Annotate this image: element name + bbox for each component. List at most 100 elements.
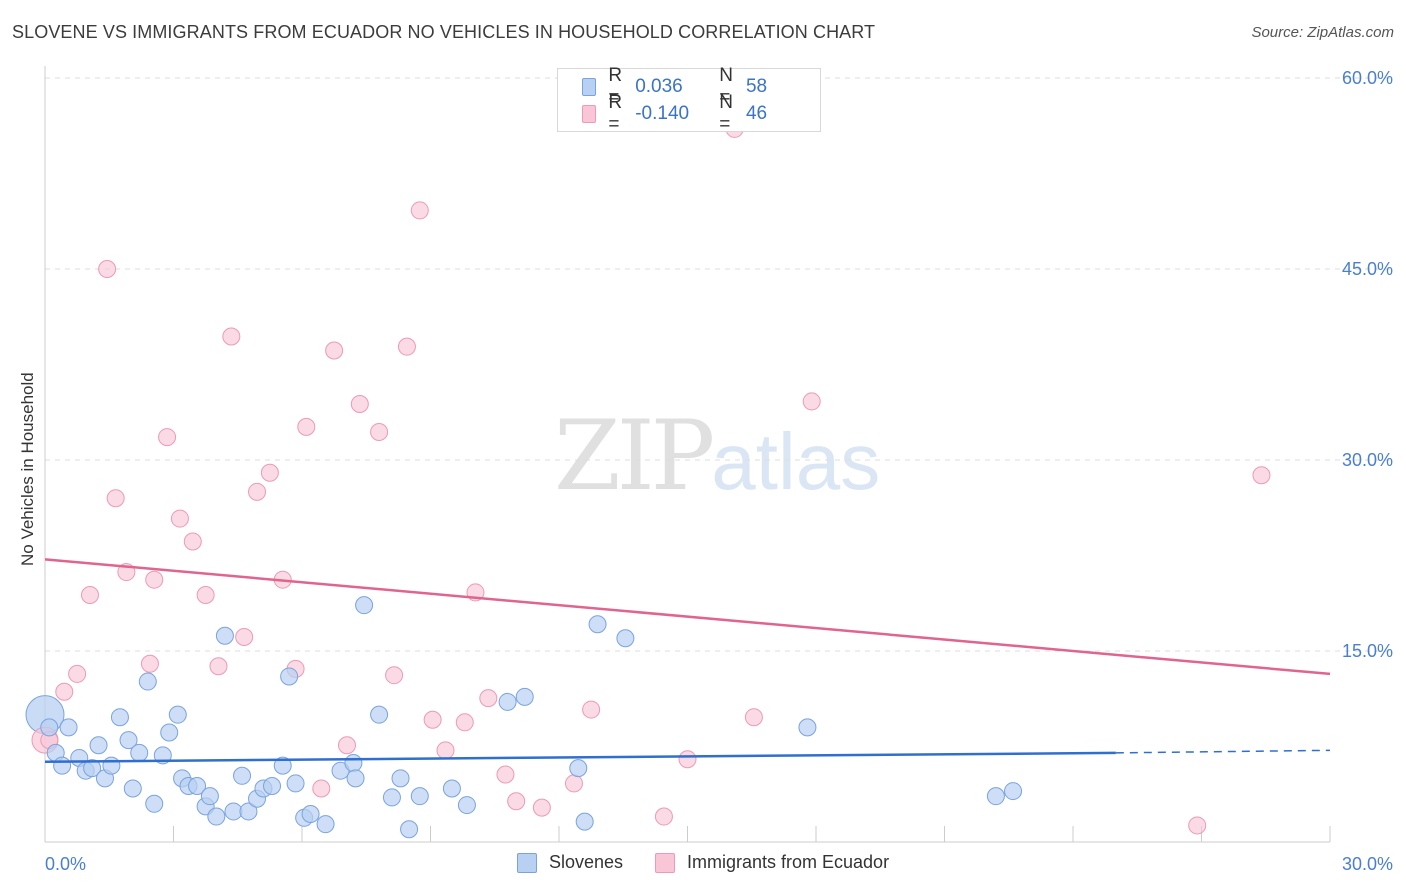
data-point-slovenes	[123, 779, 142, 798]
data-point-ecuador	[312, 779, 331, 798]
legend-r-value: 0.036	[635, 76, 683, 97]
data-point-ecuador	[209, 657, 228, 676]
data-point-slovenes	[588, 615, 607, 634]
data-point-ecuador	[158, 428, 177, 447]
data-point-slovenes	[200, 787, 219, 806]
data-point-slovenes	[346, 769, 365, 788]
data-point-ecuador	[297, 417, 316, 436]
data-point-ecuador	[222, 327, 241, 346]
watermark-atlas: atlas	[711, 417, 881, 506]
correlation-legend: R = 0.036 N = 58 R = -0.140 N = 46	[557, 65, 821, 135]
data-point-slovenes	[145, 794, 164, 813]
data-point-slovenes	[575, 812, 594, 831]
data-point-slovenes	[370, 705, 389, 724]
data-point-slovenes	[40, 718, 59, 737]
x-tick-label: 30.0%	[1342, 854, 1393, 874]
x-tick-label: 0.0%	[45, 854, 86, 874]
data-point-slovenes	[168, 705, 187, 724]
data-point-slovenes	[207, 807, 226, 826]
data-point-ecuador	[106, 489, 125, 508]
y-axis-label: No Vehicles in Household	[18, 372, 37, 566]
data-point-slovenes	[160, 723, 179, 742]
data-point-slovenes	[344, 754, 363, 773]
data-point-ecuador	[423, 710, 442, 729]
data-point-ecuador	[802, 392, 821, 411]
data-point-slovenes	[273, 756, 292, 775]
data-point-ecuador	[496, 765, 515, 784]
data-point-slovenes	[188, 776, 207, 795]
data-point-ecuador	[337, 736, 356, 755]
y-tick-label: 45.0%	[1342, 259, 1393, 279]
legend-row-ecuador: R = -0.140 N = 46	[582, 92, 820, 135]
data-point-ecuador	[68, 664, 87, 683]
data-point-slovenes	[83, 759, 102, 778]
data-point-slovenes	[130, 743, 149, 762]
data-point-slovenes	[215, 626, 234, 645]
data-point-ecuador	[436, 741, 455, 760]
y-tick-label: 15.0%	[1342, 641, 1393, 661]
data-point-slovenes	[316, 815, 335, 834]
data-point-ecuador	[196, 585, 215, 604]
legend-n-label: N =	[719, 65, 733, 108]
data-point-ecuador	[325, 341, 344, 360]
source-label: Source: ZipAtlas.com	[1251, 24, 1394, 41]
data-point-ecuador	[678, 750, 697, 769]
data-point-slovenes	[457, 796, 476, 815]
data-point-ecuador	[455, 713, 474, 732]
data-point-ecuador	[507, 792, 526, 811]
data-point-ecuador	[1252, 466, 1271, 485]
data-point-ecuador	[582, 700, 601, 719]
y-tick-label: 30.0%	[1342, 450, 1393, 470]
data-point-slovenes	[986, 787, 1005, 806]
data-point-ecuador	[654, 807, 673, 826]
data-point-slovenes	[382, 788, 401, 807]
data-point-slovenes	[102, 756, 121, 775]
legend-item-ecuador[interactable]: Immigrants from Ecuador	[655, 852, 889, 873]
data-point-slovenes	[1004, 782, 1023, 801]
trendline-slovenes-extension	[1115, 749, 1331, 754]
data-point-slovenes	[515, 687, 534, 706]
data-point-slovenes	[498, 692, 517, 711]
legend-swatch-blue	[516, 852, 537, 873]
data-point-slovenes	[263, 776, 282, 795]
data-point-ecuador	[145, 570, 164, 589]
data-point-ecuador	[744, 708, 763, 727]
data-point-ecuador	[235, 627, 254, 646]
data-point-ecuador	[80, 585, 99, 604]
data-point-slovenes	[569, 759, 588, 778]
legend-swatch-blue	[582, 78, 597, 96]
data-point-slovenes	[119, 731, 138, 750]
legend-n-label: N =	[719, 92, 733, 135]
data-point-slovenes	[355, 596, 374, 615]
legend-item-slovenes[interactable]: Slovenes	[516, 852, 623, 873]
data-point-ecuador	[170, 509, 189, 528]
watermark-zip: ZIP	[554, 400, 715, 512]
data-point-ecuador	[397, 337, 416, 356]
data-point-slovenes	[286, 774, 305, 793]
y-tick-label: 60.0%	[1342, 68, 1393, 88]
data-point-ecuador	[140, 654, 159, 673]
data-point-slovenes	[239, 802, 258, 821]
legend-r-value: -0.140	[635, 103, 690, 124]
data-point-ecuador	[350, 394, 369, 413]
watermark: ZIPatlas	[554, 400, 880, 512]
legend-row-slovenes: R = 0.036 N = 58	[582, 65, 820, 108]
data-point-slovenes	[400, 820, 419, 839]
chart-title: SLOVENE VS IMMIGRANTS FROM ECUADOR NO VE…	[12, 22, 876, 42]
data-point-slovenes	[301, 804, 320, 823]
legend-label-slovenes: Slovenes	[548, 852, 623, 872]
data-point-slovenes	[59, 718, 78, 737]
data-point-ecuador	[385, 666, 404, 685]
data-point-slovenes	[280, 667, 299, 686]
data-point-slovenes	[233, 766, 252, 785]
data-point-slovenes	[798, 718, 817, 737]
series-legend: Slovenes Immigrants from Ecuador	[0, 852, 1406, 873]
data-point-ecuador	[260, 463, 279, 482]
data-point-ecuador	[183, 532, 202, 551]
data-point-ecuador	[55, 682, 74, 701]
data-point-ecuador	[370, 422, 389, 441]
legend-swatch-pink	[655, 852, 675, 873]
data-point-ecuador	[98, 260, 117, 278]
data-point-slovenes	[110, 708, 129, 727]
data-point-slovenes	[53, 756, 72, 775]
